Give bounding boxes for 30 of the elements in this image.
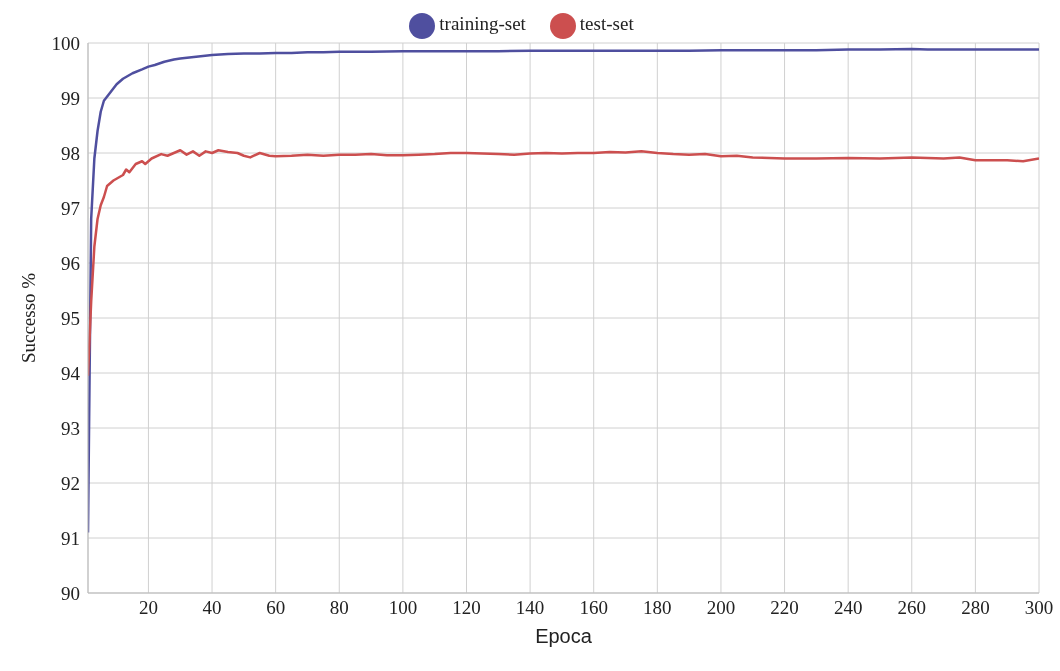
y-tick-label: 91 [61, 527, 80, 549]
x-tick-label: 280 [961, 597, 990, 619]
x-axis-title: Epoca [535, 625, 593, 647]
y-tick-label: 100 [51, 32, 80, 54]
x-tick-label: 20 [138, 597, 158, 619]
y-tick-label: 97 [61, 197, 80, 219]
y-tick-label: 99 [61, 87, 80, 109]
x-tick-label: 160 [579, 597, 608, 619]
x-tick-label: 180 [643, 597, 672, 619]
y-tick-label: 96 [61, 252, 80, 274]
y-tick-label: 95 [61, 307, 80, 329]
y-tick-label: 90 [61, 582, 80, 604]
legend-label: training-set [439, 13, 526, 35]
y-tick-label: 94 [61, 362, 81, 384]
x-tick-label: 60 [266, 597, 286, 619]
x-tick-label: 100 [388, 597, 418, 619]
x-tick-label: 300 [1024, 597, 1054, 619]
x-tick-label: 140 [515, 597, 545, 619]
x-tick-label: 120 [452, 597, 481, 619]
x-tick-label: 200 [706, 597, 736, 619]
x-tick-label: 260 [897, 597, 927, 619]
x-tick-label: 80 [329, 597, 349, 619]
x-tick-label: 40 [202, 597, 222, 619]
y-axis-title: Successo % [17, 272, 39, 364]
y-tick-label: 98 [61, 142, 80, 164]
x-tick-label: 220 [770, 597, 799, 619]
legend-label: test-set [579, 13, 634, 35]
y-tick-label: 92 [61, 472, 80, 494]
y-tick-label: 93 [61, 417, 80, 439]
x-tick-label: 240 [833, 597, 863, 619]
